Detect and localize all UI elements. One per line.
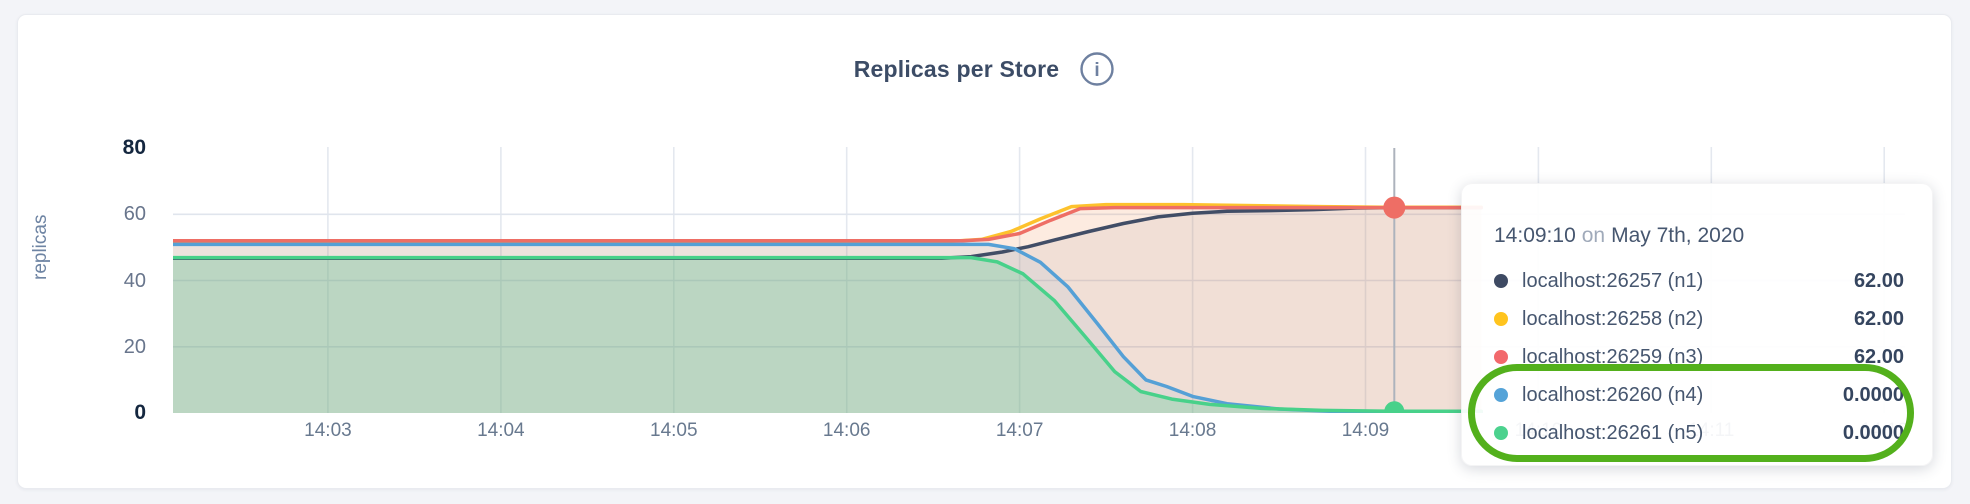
series-color-dot	[1494, 312, 1508, 326]
tooltip-row: localhost:26259 (n3) 62.00	[1494, 338, 1904, 376]
info-icon[interactable]: i	[1079, 51, 1115, 87]
tooltip-rows: localhost:26257 (n1) 62.00 localhost:26258…	[1494, 262, 1904, 452]
series-color-dot	[1494, 350, 1508, 364]
hover-dot	[1384, 401, 1405, 413]
x-axis-tick-label: 14:06	[822, 420, 871, 441]
y-axis-tick-label: 0	[134, 401, 146, 424]
area-series	[173, 244, 1482, 413]
tooltip-row: localhost:26258 (n2) 62.00	[1494, 300, 1904, 338]
y-axis-tick-label: 60	[123, 203, 146, 226]
y-axis-tick-label: 40	[123, 269, 146, 292]
tooltip-date: May 7th, 2020	[1611, 224, 1745, 247]
series-lines	[173, 202, 1484, 413]
series-color-dot	[1494, 388, 1508, 402]
x-axis-tick-label: 14:09	[1341, 420, 1390, 441]
tooltip-row: localhost:26257 (n1) 62.00	[1494, 262, 1904, 300]
series-value: 62.00	[1853, 269, 1904, 292]
series-label: localhost:26261 (n5)	[1522, 421, 1704, 444]
series-label: localhost:26260 (n4)	[1522, 383, 1704, 406]
tooltip-header: 14:09:10 on May 7th, 2020	[1494, 224, 1904, 248]
tooltip-row: localhost:26260 (n4) 0.0000	[1494, 376, 1904, 414]
x-axis-tick-label: 14:03	[304, 420, 352, 441]
series-value: 62.00	[1853, 345, 1904, 368]
y-axis-tick-label: 20	[123, 335, 146, 358]
chart-header: Replicas per Store i	[18, 51, 1951, 87]
svg-text:i: i	[1095, 60, 1100, 81]
y-axis-tick-label: 80	[122, 136, 146, 159]
x-axis-tick-label: 14:04	[477, 420, 525, 441]
series-color-dot	[1494, 274, 1508, 288]
series-areas	[173, 204, 1482, 413]
series-label: localhost:26257 (n1)	[1522, 269, 1704, 292]
series-value: 0.0000	[1842, 421, 1904, 444]
series-value: 62.00	[1853, 307, 1904, 330]
tooltip-on-word: on	[1581, 224, 1606, 247]
area-series	[173, 257, 1482, 413]
series-label: localhost:26258 (n2)	[1522, 307, 1704, 330]
chart-title: Replicas per Store	[853, 55, 1060, 82]
series-label: localhost:26259 (n3)	[1522, 345, 1704, 368]
line-series	[173, 205, 1484, 243]
x-axis-tick-label: 14:05	[650, 420, 698, 441]
tooltip: 14:09:10 on May 7th, 2020 localhost:26257 …	[1461, 183, 1933, 466]
series-color-dot	[1494, 426, 1508, 440]
hover-markers	[1383, 196, 1406, 413]
tooltip-time: 14:09:10	[1494, 224, 1576, 247]
x-axis-tick-label: 14:07	[995, 420, 1044, 441]
x-axis-tick-label: 14:08	[1168, 420, 1217, 441]
hover-dot	[1383, 196, 1406, 219]
line-series	[173, 255, 1484, 413]
series-value: 0.0000	[1842, 383, 1904, 406]
tooltip-row: localhost:26261 (n5) 0.0000	[1494, 414, 1904, 452]
